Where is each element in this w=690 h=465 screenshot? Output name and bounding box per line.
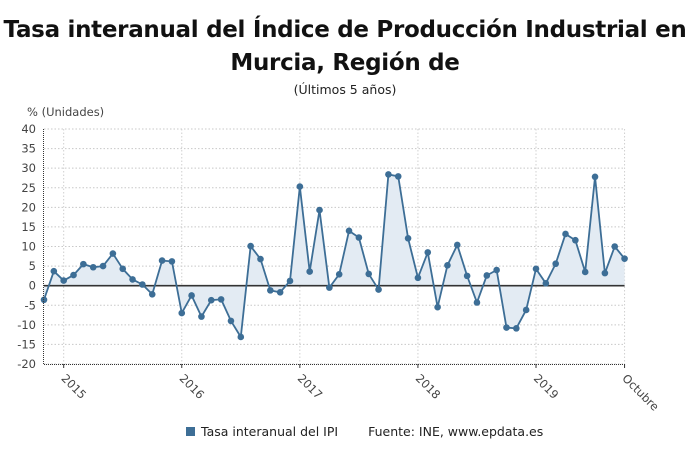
y-tick-label: 15 bbox=[21, 220, 36, 234]
x-axis-ticks: 2015 2016 2017 2018 2019 Octubre bbox=[59, 364, 662, 414]
data-point[interactable] bbox=[483, 272, 491, 279]
y-tick-label: -15 bbox=[17, 337, 36, 351]
y-tick-label: 40 bbox=[21, 122, 36, 136]
y-tick-label: -5 bbox=[25, 298, 36, 312]
area-fill bbox=[44, 174, 625, 337]
data-point[interactable] bbox=[99, 262, 107, 270]
x-tick-label: 2019 bbox=[531, 371, 562, 402]
y-axis-ticks: 40 35 30 25 20 15 10 5 0 -5 -10 -15 -20 bbox=[17, 122, 36, 371]
y-tick-label: -20 bbox=[17, 357, 36, 371]
x-tick-label: Octubre bbox=[619, 371, 661, 413]
data-point[interactable] bbox=[217, 296, 225, 303]
data-point[interactable] bbox=[394, 173, 402, 180]
data-point[interactable] bbox=[601, 269, 609, 277]
legend-swatch bbox=[186, 427, 195, 436]
data-point[interactable] bbox=[50, 267, 58, 275]
data-point[interactable] bbox=[237, 333, 245, 341]
data-point[interactable] bbox=[345, 227, 353, 235]
data-point[interactable] bbox=[267, 287, 274, 294]
data-point[interactable] bbox=[335, 271, 343, 278]
data-point[interactable] bbox=[70, 271, 77, 279]
series-area bbox=[44, 174, 625, 337]
data-point[interactable] bbox=[562, 230, 569, 238]
x-tick-label: 2018 bbox=[413, 371, 444, 402]
chart-title-line-2: Murcia, Región de bbox=[230, 50, 460, 76]
data-point[interactable] bbox=[148, 290, 156, 298]
data-point[interactable] bbox=[188, 292, 195, 299]
data-point[interactable] bbox=[178, 309, 186, 317]
data-point[interactable] bbox=[247, 242, 254, 250]
data-point[interactable] bbox=[316, 206, 323, 214]
data-point[interactable] bbox=[227, 317, 235, 325]
data-point[interactable] bbox=[572, 236, 579, 244]
y-tick-label: 5 bbox=[29, 259, 36, 273]
data-point[interactable] bbox=[257, 255, 264, 263]
chart-title: Tasa interanual del Índice de Producción… bbox=[0, 14, 690, 80]
data-point[interactable] bbox=[591, 173, 599, 181]
data-point[interactable] bbox=[80, 260, 87, 268]
data-point[interactable] bbox=[355, 234, 363, 241]
data-point[interactable] bbox=[326, 284, 333, 291]
data-point[interactable] bbox=[198, 313, 205, 320]
data-point[interactable] bbox=[453, 241, 461, 249]
data-point[interactable] bbox=[276, 289, 284, 296]
data-point[interactable] bbox=[552, 260, 559, 268]
data-point[interactable] bbox=[532, 265, 540, 273]
series-points bbox=[40, 171, 628, 341]
y-tick-label: 35 bbox=[21, 142, 36, 156]
data-point[interactable] bbox=[119, 265, 127, 273]
chart-subtitle: (Últimos 5 años) bbox=[293, 82, 397, 97]
data-point[interactable] bbox=[365, 270, 373, 278]
source-note: Fuente: INE, www.epdata.es bbox=[368, 424, 544, 439]
data-line bbox=[43, 173, 626, 338]
data-point[interactable] bbox=[404, 234, 412, 242]
y-tick-label: 30 bbox=[21, 161, 36, 175]
data-point[interactable] bbox=[621, 255, 628, 262]
data-point[interactable] bbox=[89, 263, 97, 271]
x-tick-label: 2015 bbox=[59, 371, 90, 402]
data-point[interactable] bbox=[522, 306, 530, 314]
legend: Tasa interanual del IPI Fuente: INE, www… bbox=[186, 424, 543, 439]
data-point[interactable] bbox=[473, 299, 481, 306]
axes bbox=[43, 129, 625, 365]
data-point[interactable] bbox=[129, 276, 136, 283]
y-axis-label: % (Unidades) bbox=[27, 105, 105, 119]
legend-series-label: Tasa interanual del IPI bbox=[201, 424, 339, 439]
y-tick-label: 10 bbox=[21, 240, 36, 254]
data-point[interactable] bbox=[139, 281, 146, 288]
data-point[interactable] bbox=[168, 258, 176, 265]
y-tick-label: 25 bbox=[21, 181, 36, 195]
data-point[interactable] bbox=[296, 183, 304, 190]
data-point[interactable] bbox=[434, 303, 441, 311]
data-point[interactable] bbox=[385, 171, 392, 178]
data-point[interactable] bbox=[306, 268, 313, 275]
data-point[interactable] bbox=[375, 286, 382, 293]
gridlines bbox=[44, 128, 626, 365]
data-point[interactable] bbox=[513, 325, 520, 332]
data-point[interactable] bbox=[611, 243, 619, 250]
y-tick-label: 20 bbox=[21, 200, 36, 214]
data-point[interactable] bbox=[424, 249, 432, 256]
data-point[interactable] bbox=[503, 324, 510, 331]
y-tick-label: 0 bbox=[29, 279, 36, 293]
x-tick-label: 2016 bbox=[177, 371, 208, 402]
y-tick-label: -10 bbox=[17, 318, 36, 332]
data-point[interactable] bbox=[414, 274, 422, 282]
data-point[interactable] bbox=[60, 277, 67, 284]
series-line bbox=[43, 173, 626, 338]
data-point[interactable] bbox=[444, 262, 451, 269]
data-point[interactable] bbox=[581, 268, 589, 276]
data-point[interactable] bbox=[286, 277, 294, 285]
data-point[interactable] bbox=[158, 257, 166, 264]
data-point[interactable] bbox=[493, 266, 500, 274]
data-point[interactable] bbox=[542, 280, 550, 287]
data-point[interactable] bbox=[109, 250, 117, 257]
data-point[interactable] bbox=[463, 272, 471, 280]
x-tick-label: 2017 bbox=[295, 371, 326, 402]
data-point[interactable] bbox=[207, 296, 215, 304]
chart-title-line-1: Tasa interanual del Índice de Producción… bbox=[3, 17, 687, 43]
